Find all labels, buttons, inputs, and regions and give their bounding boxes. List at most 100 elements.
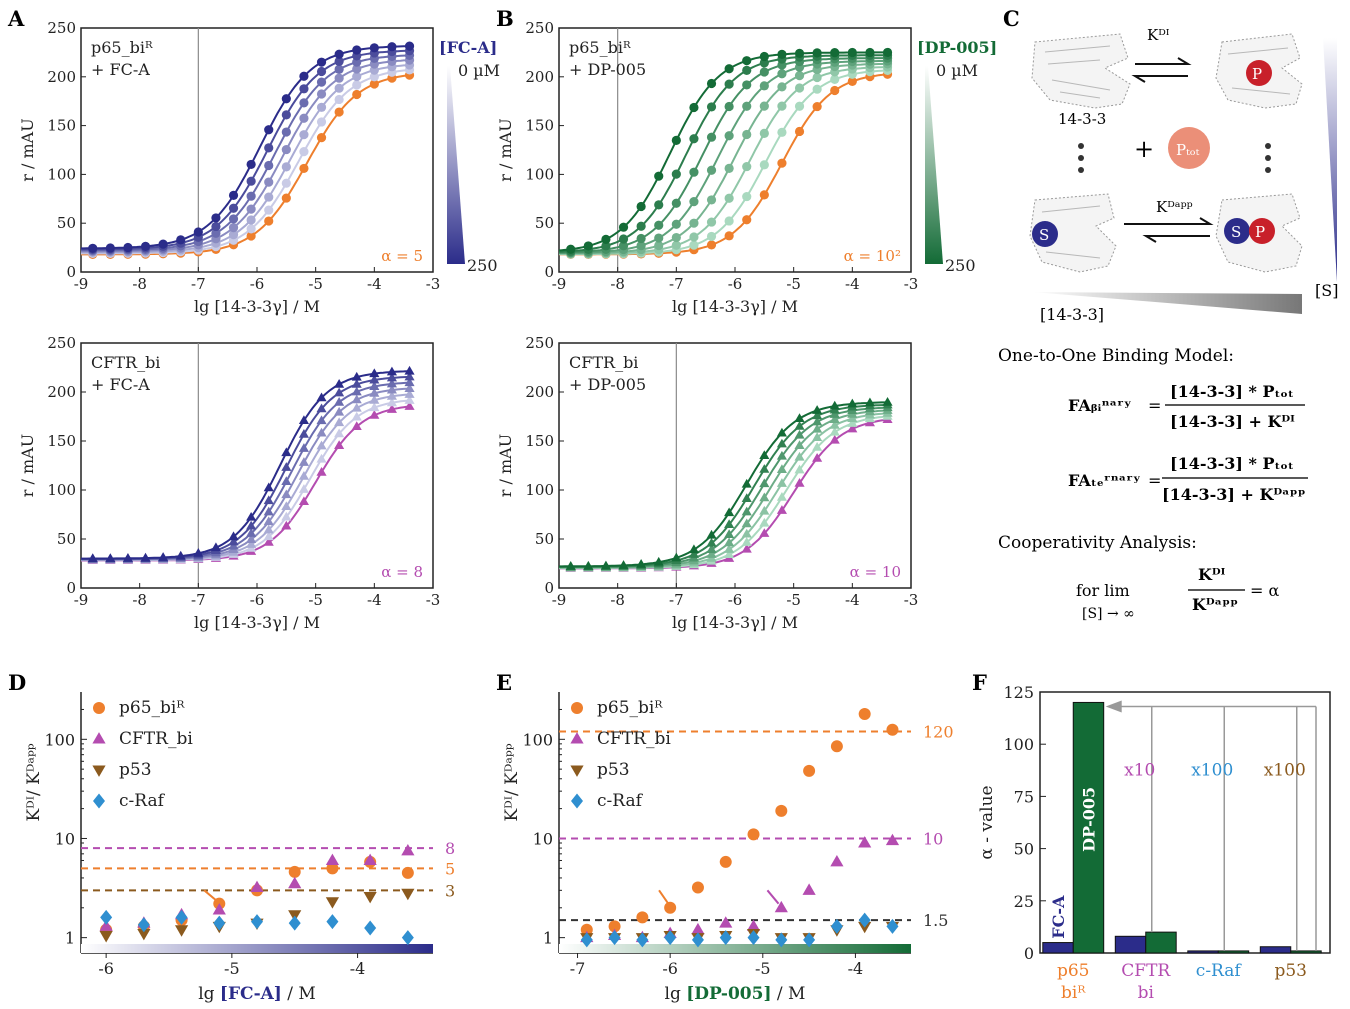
data-point — [281, 462, 292, 471]
data-point — [653, 556, 664, 566]
data-point — [281, 127, 291, 137]
fit-curve — [559, 69, 888, 256]
data-point — [351, 371, 362, 381]
concentration-legend-top: 0 µM — [458, 61, 500, 80]
x-axis-label: lg [14-3-3γ] / M — [672, 613, 798, 632]
data-point — [281, 511, 292, 521]
data-point — [776, 491, 787, 501]
data-point — [281, 162, 291, 172]
y-tick-label: 100 — [522, 730, 553, 749]
data-point — [246, 191, 256, 201]
x-tick-label: -4 — [848, 959, 864, 978]
data-point — [404, 389, 415, 398]
y-tick-label: 100 — [47, 165, 76, 183]
data-point — [812, 423, 823, 433]
data-point — [123, 242, 133, 253]
ellipsis-dots-left — [1078, 143, 1084, 173]
data-point — [777, 82, 787, 92]
data-point — [228, 230, 239, 240]
data-point — [864, 397, 875, 407]
x-tick-label: -5 — [308, 591, 323, 609]
x-axis-label-compound: [DP-005] — [686, 984, 771, 1004]
data-point — [689, 218, 699, 228]
data-point — [724, 131, 734, 141]
data-point — [246, 176, 256, 186]
data-point — [352, 71, 362, 82]
fit-curve — [558, 54, 888, 253]
data-point — [794, 478, 805, 487]
comparison-arrowhead — [1105, 700, 1122, 713]
y-tick-label: 0 — [544, 263, 554, 281]
data-point — [386, 378, 397, 388]
data-point — [246, 528, 257, 537]
data-point — [369, 387, 380, 397]
fit-curve — [81, 74, 410, 256]
data-point — [369, 402, 380, 412]
data-point — [636, 201, 646, 212]
y-tick-label: 75 — [1014, 787, 1034, 806]
data-point — [298, 496, 309, 506]
data-point — [140, 552, 151, 562]
data-point-cftrbi — [830, 855, 844, 867]
y-tick-label: 1 — [543, 929, 553, 948]
bar-fc-a — [1187, 950, 1219, 954]
x-tick-label: -8 — [610, 275, 625, 293]
data-point-p65bi — [858, 707, 871, 720]
data-point — [386, 366, 397, 376]
data-point — [264, 216, 274, 226]
data-point — [246, 231, 256, 241]
titration-panel-b2: -9 -8 -7 -6 -5 -4 -3 0 50 100 150 200 250 lg [14-3-3γ… — [496, 334, 918, 632]
data-point — [316, 440, 327, 450]
data-point — [386, 397, 397, 407]
data-point — [636, 241, 646, 251]
panel-letter-b: B — [496, 6, 514, 31]
data-point — [105, 243, 115, 253]
peptide-p-label-bottom: P — [1255, 223, 1265, 241]
data-point — [742, 191, 752, 202]
data-point — [246, 224, 256, 234]
data-point-craf — [830, 918, 843, 934]
panel-letter-c: C — [1003, 6, 1020, 31]
data-point — [742, 80, 752, 90]
data-point — [246, 520, 257, 530]
data-point — [636, 233, 646, 244]
data-point — [87, 553, 98, 562]
data-point — [246, 159, 256, 170]
data-point — [654, 200, 664, 210]
data-point — [618, 241, 629, 251]
concentration-legend-bottom: 250 — [467, 256, 498, 275]
x-axis-label: lg [14-3-3γ] / M — [194, 613, 320, 632]
ratio-panel-e: 1 10 100 -7 -6 -5 -4 lg [DP-005] / M Kᴰᴵ/ Kᴰᵃᵖᵖ 1… — [502, 692, 954, 1004]
data-point — [334, 378, 345, 388]
y-tick-label: 150 — [525, 117, 554, 135]
data-point — [830, 74, 840, 85]
data-point — [706, 537, 717, 547]
reference-hline-label: 10 — [923, 829, 943, 848]
concentration-gradient-bar — [81, 944, 433, 953]
data-point — [847, 423, 858, 433]
y-tick-label: 50 — [535, 530, 554, 548]
data-point-craf — [719, 930, 732, 946]
x-tick-label: -5 — [755, 959, 771, 978]
data-point — [264, 192, 274, 202]
data-point — [812, 72, 822, 83]
titration-panel-a1: -9 -8 -7 -6 -5 -4 -3 0 50 100 150 200 250 lg [14-3-3γ… — [18, 19, 500, 316]
reference-hline-label: 3 — [445, 881, 455, 900]
data-point — [193, 548, 204, 557]
kd1-label: Kᴰᴵ — [1147, 26, 1170, 44]
titration-panel-b1: -9 -8 -7 -6 -5 -4 -3 0 50 100 150 200 250 lg [14-3-3γ… — [496, 19, 997, 316]
data-point — [724, 519, 735, 529]
data-point-craf — [213, 915, 226, 931]
data-point — [281, 178, 291, 188]
peptide-p-label-top: P — [1252, 65, 1262, 83]
data-point — [759, 492, 770, 502]
data-point — [776, 464, 787, 473]
data-point — [812, 84, 822, 94]
data-point — [654, 233, 664, 243]
coop-limit-sub: [S] → ∞ — [1082, 606, 1135, 622]
x-tick-label: -7 — [191, 591, 206, 609]
data-point — [724, 79, 734, 89]
data-point — [636, 559, 647, 568]
data-point — [246, 539, 257, 548]
free-peptide-label: Pₜₒₜ — [1176, 141, 1200, 159]
